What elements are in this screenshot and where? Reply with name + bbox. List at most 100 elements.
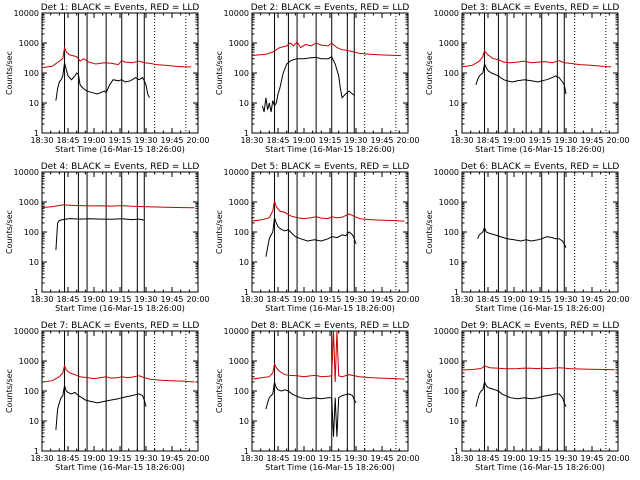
panel-title: Det 6: BLACK = Events, RED = LLD <box>461 162 620 172</box>
y-tick-label: 100 <box>444 69 459 78</box>
events-rate-line <box>477 226 567 248</box>
y-tick-label: 100 <box>234 69 249 78</box>
panel-title: Det 2: BLACK = Events, RED = LLD <box>251 3 410 13</box>
y-tick-label: 100 <box>444 228 459 237</box>
events-rate-line <box>475 62 567 95</box>
panel-title: Det 3: BLACK = Events, RED = LLD <box>461 3 620 13</box>
x-tick-label: 20:00 <box>186 454 209 463</box>
x-tick-label: 20:00 <box>396 136 419 145</box>
x-tick-label: 20:00 <box>606 454 629 463</box>
y-tick-label: 10000 <box>434 9 459 18</box>
x-axis-label: Start Time (16-Mar-15 18:26:00) <box>55 304 185 313</box>
x-axis-label: Start Time (16-Mar-15 18:26:00) <box>55 463 185 472</box>
x-tick-label: 20:00 <box>186 295 209 304</box>
y-tick-label: 1 <box>244 288 249 297</box>
events-rate-line <box>55 385 147 431</box>
x-tick-label: 20:00 <box>186 136 209 145</box>
plot-frame <box>461 330 619 452</box>
y-axis-label: Counts/sec <box>215 369 224 413</box>
x-tick-label: 18:45 <box>476 136 499 145</box>
plot-frame <box>41 12 199 134</box>
x-tick-label: 18:30 <box>240 295 263 304</box>
x-tick-label: 19:00 <box>502 454 525 463</box>
x-axis-label: Start Time (16-Mar-15 18:26:00) <box>265 145 395 154</box>
events-rate-line <box>55 62 150 101</box>
y-tick-label: 1 <box>454 447 459 456</box>
plot-frame <box>461 12 619 134</box>
y-tick-label: 1000 <box>19 357 39 366</box>
x-tick-label: 18:45 <box>266 295 289 304</box>
x-axis-label: Start Time (16-Mar-15 18:26:00) <box>265 304 395 313</box>
x-tick-label: 19:15 <box>318 454 341 463</box>
y-tick-label: 10 <box>239 258 249 267</box>
y-tick-label: 1000 <box>439 39 459 48</box>
y-tick-label: 10000 <box>224 9 249 18</box>
plot-frame <box>251 330 409 452</box>
x-tick-label: 19:15 <box>108 295 131 304</box>
y-tick-label: 1 <box>244 447 249 456</box>
x-tick-label: 19:45 <box>370 295 393 304</box>
plot-frame <box>41 330 199 452</box>
plot-frame <box>251 12 409 134</box>
y-tick-label: 10000 <box>434 327 459 336</box>
panel-title: Det 5: BLACK = Events, RED = LLD <box>251 162 410 172</box>
detector-panel-5: Det 5: BLACK = Events, RED = LLD 1 10 100 10… <box>215 162 420 313</box>
x-tick-label: 19:15 <box>108 454 131 463</box>
events-rate-line <box>265 217 357 257</box>
y-tick-label: 10 <box>239 417 249 426</box>
x-tick-label: 19:15 <box>528 136 551 145</box>
x-tick-label: 20:00 <box>606 136 629 145</box>
lld-rate-line <box>251 330 405 383</box>
y-tick-label: 10000 <box>434 168 459 177</box>
plot-frame <box>251 171 409 293</box>
panel-title: Det 9: BLACK = Events, RED = LLD <box>461 321 620 331</box>
detector-panel-6: Det 6: BLACK = Events, RED = LLD 1 10 100 10… <box>425 162 630 313</box>
lld-rate-line <box>461 49 612 68</box>
detector-panel-4: Det 4: BLACK = Events, RED = LLD 1 10 100 10… <box>5 162 210 313</box>
x-tick-label: 19:30 <box>554 454 577 463</box>
x-tick-label: 19:15 <box>318 295 341 304</box>
y-tick-label: 1000 <box>439 198 459 207</box>
y-tick-label: 10 <box>449 99 459 108</box>
y-tick-label: 10000 <box>14 168 39 177</box>
y-tick-label: 10 <box>29 258 39 267</box>
x-tick-label: 19:15 <box>528 295 551 304</box>
x-tick-label: 19:45 <box>160 136 183 145</box>
events-rate-line <box>261 55 355 113</box>
lld-rate-line <box>41 45 192 69</box>
x-axis-label: Start Time (16-Mar-15 18:26:00) <box>475 145 605 154</box>
y-tick-label: 1 <box>34 129 39 138</box>
y-tick-label: 1 <box>34 447 39 456</box>
x-tick-label: 18:45 <box>476 454 499 463</box>
plot-frame <box>41 171 199 293</box>
x-tick-label: 19:00 <box>82 295 105 304</box>
x-tick-label: 18:45 <box>56 136 79 145</box>
y-axis-label: Counts/sec <box>5 369 14 413</box>
detector-panel-1: Det 1: BLACK = Events, RED = LLD 1 10 100 10… <box>5 3 210 154</box>
x-tick-label: 18:30 <box>450 136 473 145</box>
x-tick-label: 19:00 <box>502 295 525 304</box>
y-tick-label: 10 <box>29 99 39 108</box>
y-tick-label: 10 <box>449 258 459 267</box>
y-tick-label: 100 <box>24 69 39 78</box>
y-axis-label: Counts/sec <box>5 51 14 95</box>
x-tick-label: 19:15 <box>528 454 551 463</box>
x-tick-label: 19:00 <box>292 136 315 145</box>
x-tick-label: 19:45 <box>160 454 183 463</box>
x-tick-label: 19:45 <box>370 136 393 145</box>
x-tick-label: 18:30 <box>240 136 263 145</box>
detector-panel-7: Det 7: BLACK = Events, RED = LLD 1 10 100 10… <box>5 321 210 472</box>
x-tick-label: 19:30 <box>554 136 577 145</box>
y-axis-label: Counts/sec <box>425 369 434 413</box>
y-tick-label: 10 <box>29 417 39 426</box>
events-rate-line <box>475 380 567 407</box>
y-tick-label: 100 <box>234 228 249 237</box>
lld-rate-line <box>41 363 195 383</box>
panel-title: Det 1: BLACK = Events, RED = LLD <box>41 3 200 13</box>
y-tick-label: 1 <box>244 129 249 138</box>
y-tick-label: 1000 <box>229 357 249 366</box>
x-tick-label: 18:30 <box>30 295 53 304</box>
lld-rate-line <box>251 40 402 57</box>
detector-panel-9: Det 9: BLACK = Events, RED = LLD 1 10 100 10… <box>425 321 630 472</box>
